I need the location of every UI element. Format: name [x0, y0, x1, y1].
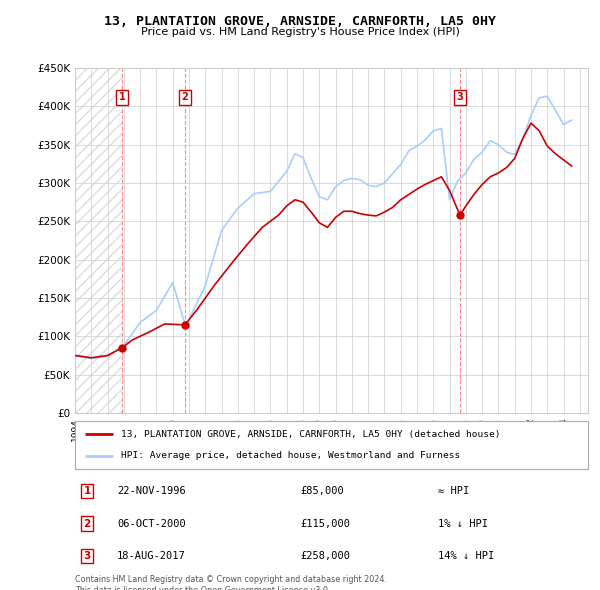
Text: 14% ↓ HPI: 14% ↓ HPI	[438, 551, 494, 561]
Text: 1: 1	[83, 486, 91, 496]
Text: 3: 3	[457, 92, 463, 102]
Text: 3: 3	[83, 551, 91, 561]
Text: £258,000: £258,000	[300, 551, 350, 561]
Bar	[75, 68, 122, 413]
Text: 06-OCT-2000: 06-OCT-2000	[117, 519, 186, 529]
Text: 13, PLANTATION GROVE, ARNSIDE, CARNFORTH, LA5 0HY: 13, PLANTATION GROVE, ARNSIDE, CARNFORTH…	[104, 15, 496, 28]
Text: 1% ↓ HPI: 1% ↓ HPI	[438, 519, 488, 529]
Text: 2: 2	[182, 92, 188, 102]
Text: Contains HM Land Registry data © Crown copyright and database right 2024.
This d: Contains HM Land Registry data © Crown c…	[75, 575, 387, 590]
Text: £115,000: £115,000	[300, 519, 350, 529]
Text: 2: 2	[83, 519, 91, 529]
Text: £85,000: £85,000	[300, 486, 344, 496]
FancyBboxPatch shape	[75, 421, 588, 469]
Text: Price paid vs. HM Land Registry's House Price Index (HPI): Price paid vs. HM Land Registry's House …	[140, 27, 460, 37]
Text: 18-AUG-2017: 18-AUG-2017	[117, 551, 186, 561]
Text: HPI: Average price, detached house, Westmorland and Furness: HPI: Average price, detached house, West…	[121, 451, 460, 460]
Text: 13, PLANTATION GROVE, ARNSIDE, CARNFORTH, LA5 0HY (detached house): 13, PLANTATION GROVE, ARNSIDE, CARNFORTH…	[121, 430, 500, 439]
Text: 1: 1	[119, 92, 125, 102]
Text: ≈ HPI: ≈ HPI	[438, 486, 469, 496]
Text: 22-NOV-1996: 22-NOV-1996	[117, 486, 186, 496]
